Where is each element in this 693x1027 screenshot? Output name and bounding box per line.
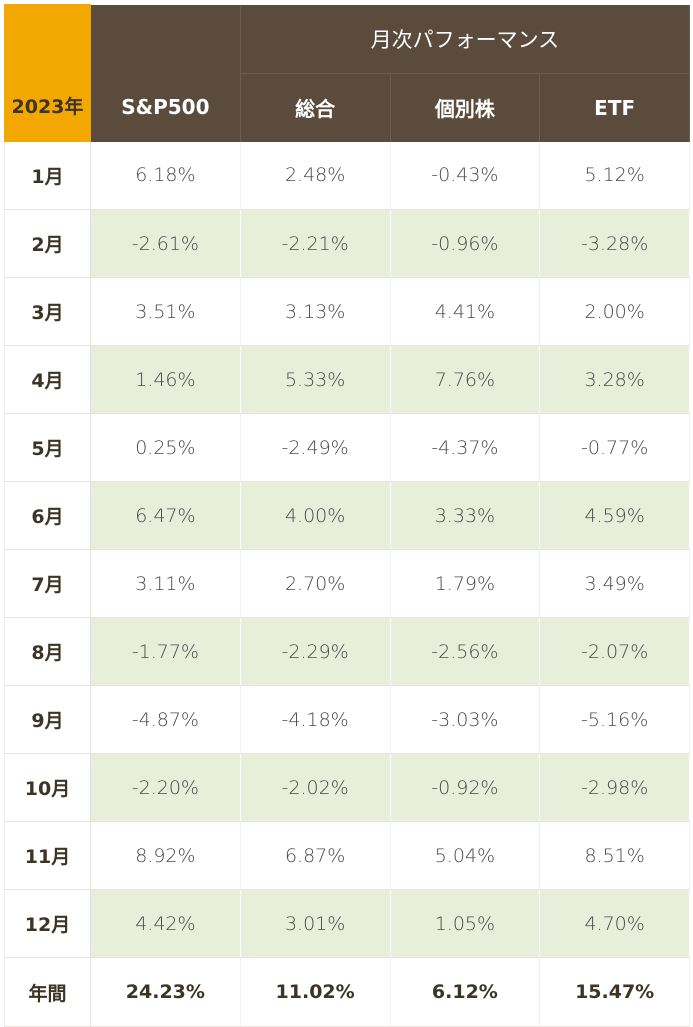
etf-value: 2.00%	[539, 277, 691, 346]
etf-value: -5.16%	[539, 685, 691, 754]
annual-sp500-value: 24.23%	[90, 957, 241, 1027]
table-row: 10月 -2.20% -2.02% -0.92% -2.98%	[4, 753, 691, 822]
sp500-value: -1.77%	[90, 617, 241, 686]
etf-value: 5.12%	[539, 141, 691, 210]
etf-value: -2.98%	[539, 753, 691, 822]
column-header-total: 総合	[239, 73, 391, 142]
etf-value: 4.59%	[539, 481, 691, 550]
table-row: 4月 1.46% 5.33% 7.76% 3.28%	[4, 345, 691, 414]
sp500-value: -2.61%	[90, 209, 241, 278]
month-label: 11月	[4, 821, 91, 890]
sp500-value: 8.92%	[90, 821, 241, 890]
table-row: 7月 3.11% 2.70% 1.79% 3.49%	[4, 549, 691, 618]
table-row: 5月 0.25% -2.49% -4.37% -0.77%	[4, 413, 691, 482]
total-value: -2.49%	[240, 413, 391, 482]
sp500-value: -4.87%	[90, 685, 241, 754]
total-value: -4.18%	[240, 685, 391, 754]
header-blank-cell	[90, 4, 241, 73]
table-row: 2月 -2.61% -2.21% -0.96% -3.28%	[4, 209, 691, 278]
month-label: 12月	[4, 889, 91, 958]
month-label: 5月	[4, 413, 91, 482]
total-value: -2.02%	[240, 753, 391, 822]
individual-stocks-value: 1.79%	[390, 549, 541, 618]
annual-total-value: 11.02%	[240, 957, 391, 1027]
total-value: 2.70%	[240, 549, 391, 618]
total-value: 3.13%	[240, 277, 391, 346]
table-row: 9月 -4.87% -4.18% -3.03% -5.16%	[4, 685, 691, 754]
month-label: 9月	[4, 685, 91, 754]
individual-stocks-value: -0.43%	[390, 141, 541, 210]
sp500-value: 1.46%	[90, 345, 241, 414]
etf-value: 3.49%	[539, 549, 691, 618]
total-value: 6.87%	[240, 821, 391, 890]
month-label: 4月	[4, 345, 91, 414]
column-header-sp500: S&P500	[90, 73, 241, 142]
annual-total-row: 年間 24.23% 11.02% 6.12% 15.47%	[4, 957, 691, 1027]
sp500-value: 6.47%	[90, 481, 241, 550]
individual-stocks-value: -3.03%	[390, 685, 541, 754]
total-value: 2.48%	[240, 141, 391, 210]
annual-label: 年間	[4, 957, 91, 1027]
year-header: 2023年	[4, 4, 91, 142]
individual-stocks-value: -0.96%	[390, 209, 541, 278]
sp500-value: 0.25%	[90, 413, 241, 482]
month-label: 3月	[4, 277, 91, 346]
sp500-value: 3.51%	[90, 277, 241, 346]
etf-value: -0.77%	[539, 413, 691, 482]
sp500-value: 3.11%	[90, 549, 241, 618]
etf-value: 8.51%	[539, 821, 691, 890]
month-label: 1月	[4, 141, 91, 210]
total-value: 4.00%	[240, 481, 391, 550]
individual-stocks-value: -0.92%	[390, 753, 541, 822]
group-title-header: 月次パフォーマンス	[239, 4, 691, 74]
etf-value: -3.28%	[539, 209, 691, 278]
table-row: 8月 -1.77% -2.29% -2.56% -2.07%	[4, 617, 691, 686]
individual-stocks-value: -4.37%	[390, 413, 541, 482]
etf-value: 3.28%	[539, 345, 691, 414]
table-row: 11月 8.92% 6.87% 5.04% 8.51%	[4, 821, 691, 890]
column-header-etf: ETF	[539, 73, 691, 142]
table-row: 1月 6.18% 2.48% -0.43% 5.12%	[4, 141, 691, 210]
total-value: -2.29%	[240, 617, 391, 686]
individual-stocks-value: 3.33%	[390, 481, 541, 550]
column-header-individual-stocks: 個別株	[389, 73, 541, 142]
sp500-value: 6.18%	[90, 141, 241, 210]
sp500-value: 4.42%	[90, 889, 241, 958]
etf-value: 4.70%	[539, 889, 691, 958]
month-label: 7月	[4, 549, 91, 618]
month-label: 8月	[4, 617, 91, 686]
table-row: 3月 3.51% 3.13% 4.41% 2.00%	[4, 277, 691, 346]
individual-stocks-value: 5.04%	[390, 821, 541, 890]
annual-individual-stocks-value: 6.12%	[390, 957, 541, 1027]
month-label: 10月	[4, 753, 91, 822]
month-label: 2月	[4, 209, 91, 278]
table-row: 12月 4.42% 3.01% 1.05% 4.70%	[4, 889, 691, 958]
individual-stocks-value: 7.76%	[390, 345, 541, 414]
total-value: 3.01%	[240, 889, 391, 958]
individual-stocks-value: -2.56%	[390, 617, 541, 686]
table-row: 6月 6.47% 4.00% 3.33% 4.59%	[4, 481, 691, 550]
etf-value: -2.07%	[539, 617, 691, 686]
total-value: 5.33%	[240, 345, 391, 414]
annual-etf-value: 15.47%	[539, 957, 691, 1027]
total-value: -2.21%	[240, 209, 391, 278]
sp500-value: -2.20%	[90, 753, 241, 822]
individual-stocks-value: 4.41%	[390, 277, 541, 346]
individual-stocks-value: 1.05%	[390, 889, 541, 958]
monthly-performance-table: 2023年 月次パフォーマンス S&P500 総合 個別株 ETF 1月 6.1…	[4, 4, 691, 1027]
month-label: 6月	[4, 481, 91, 550]
